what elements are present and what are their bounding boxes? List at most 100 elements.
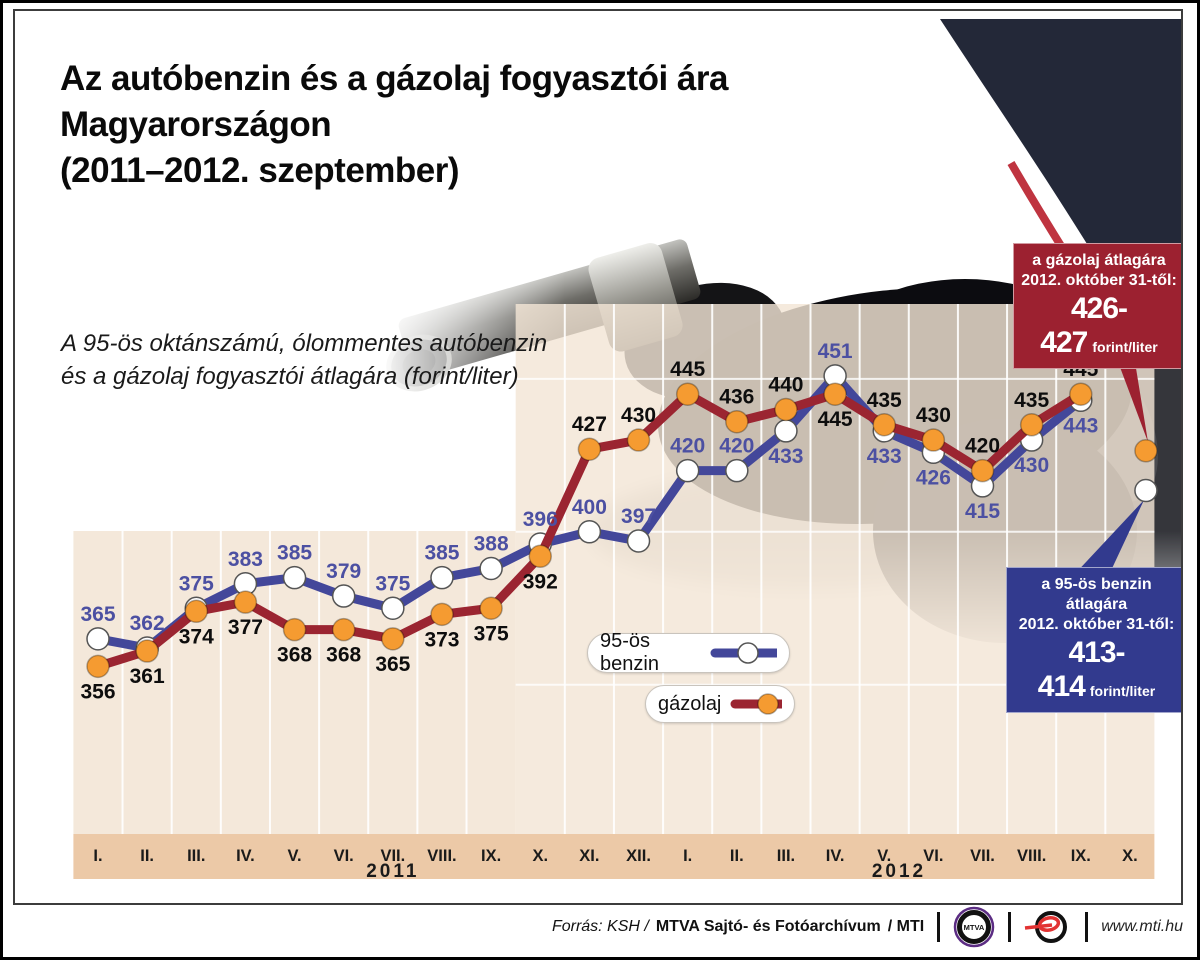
- value-label: 375: [474, 622, 509, 645]
- diesel-point: [1019, 413, 1044, 437]
- month-label: III.: [777, 847, 795, 865]
- benzin-callout-unit: forint/liter: [1089, 683, 1156, 699]
- title-line-2: Magyarországon: [60, 105, 332, 145]
- benzin-point: [381, 596, 405, 620]
- value-label: 430: [621, 404, 656, 427]
- benzin-point: [430, 565, 454, 590]
- benzin-line: [93, 371, 1086, 653]
- diesel-point: [282, 617, 307, 642]
- value-label: 373: [424, 628, 459, 651]
- value-label: 379: [326, 560, 361, 583]
- diesel-point: [872, 413, 896, 437]
- value-label: 420: [719, 435, 754, 458]
- value-label: 365: [375, 653, 410, 676]
- legend-item-diesel: gázolaj: [645, 685, 795, 723]
- month-label: X.: [1122, 847, 1138, 865]
- diesel-point: [528, 544, 553, 569]
- benzin-callout-pointer: [1072, 500, 1144, 577]
- diesel-point: [675, 382, 700, 406]
- benzin-callout-line1: a 95-ös benzin átlagára: [1041, 576, 1152, 613]
- month-label: VII.: [380, 847, 405, 865]
- page-title: Az autóbenzin és a gázolaj fogyasztói ár…: [60, 56, 728, 194]
- value-label: 375: [375, 572, 410, 595]
- value-label: 435: [1014, 389, 1049, 412]
- benzin-point: [725, 458, 749, 483]
- month-label: VIII.: [1017, 847, 1046, 865]
- benzin-point: [233, 572, 258, 596]
- diesel-callout-unit: forint/liter: [1092, 339, 1158, 355]
- x-axis-labels: I. II. III. IV. V. VI. VII. VIII. IX. X. XI. XII. I.…: [93, 847, 1137, 882]
- diesel-point: [626, 428, 651, 452]
- value-label: 400: [572, 496, 607, 519]
- diesel-point: [774, 397, 798, 422]
- benzin-point: [184, 596, 209, 620]
- chart-panel-2011: [73, 531, 516, 834]
- benzin-point: [970, 474, 995, 498]
- benzin-point: [577, 520, 602, 544]
- mti-logo: [1025, 911, 1068, 943]
- value-label: 365: [80, 603, 115, 626]
- value-label: 420: [965, 435, 1000, 458]
- value-label: 397: [621, 505, 656, 528]
- diesel-callout-line2: 2012. október 31-től:: [1021, 272, 1177, 289]
- value-label: 375: [179, 572, 214, 595]
- benzin-point: [528, 532, 553, 556]
- month-label: I.: [683, 847, 692, 865]
- legend-diesel-label: gázolaj: [658, 692, 722, 715]
- value-label: 451: [818, 340, 853, 363]
- diesel-line: [93, 389, 1086, 671]
- value-label: 396: [523, 508, 558, 531]
- chart-subtitle: A 95-ös oktánszámú, ólommentes autóbenzi…: [61, 327, 547, 393]
- benzin-point: [479, 556, 503, 581]
- month-label: XII.: [626, 847, 651, 865]
- sleeve: [940, 19, 1181, 438]
- value-label: 420: [670, 435, 705, 458]
- title-line-3: (2011–2012. szeptember): [60, 151, 460, 191]
- month-label: VII.: [970, 847, 995, 865]
- website-url: www.mti.hu: [1101, 918, 1183, 935]
- month-label: V.: [877, 847, 891, 865]
- value-label: 445: [670, 358, 705, 381]
- footer: Forrás: KSH / MTVA Sajtó- és Fotóarchívu…: [551, 906, 1183, 948]
- diesel-point: [430, 602, 454, 627]
- month-label: VI.: [923, 847, 943, 865]
- source-mti: / MTI: [887, 918, 925, 935]
- benzin-markers: [86, 364, 1093, 660]
- svg-text:MTVA: MTVA: [964, 923, 985, 932]
- benzin-point: [626, 529, 651, 553]
- month-label: X.: [532, 847, 548, 865]
- value-label: 368: [277, 644, 312, 667]
- benzin-point: [282, 565, 307, 590]
- source-label: Forrás: KSH /: [551, 918, 649, 935]
- legend-benzin-sample: [710, 642, 777, 664]
- diesel-point: [184, 599, 209, 624]
- month-label: IX.: [481, 847, 501, 865]
- value-label: 427: [572, 413, 607, 436]
- value-label: 436: [719, 386, 754, 409]
- value-label: 426: [916, 466, 951, 489]
- year-label: 2011: [366, 861, 419, 882]
- diesel-callout: a gázolaj átlagára 2012. október 31-től:…: [1013, 243, 1181, 369]
- benzin-point: [135, 636, 159, 660]
- value-label: 388: [474, 532, 509, 555]
- diesel-point: [135, 639, 159, 663]
- month-label: I.: [93, 847, 102, 865]
- value-label: 435: [867, 389, 902, 412]
- x-axis-strip: [73, 834, 1155, 879]
- month-label: III.: [187, 847, 205, 865]
- benzin-callout-line2: 2012. október 31-től:: [1018, 616, 1175, 633]
- benzin-final-point: [1134, 478, 1158, 503]
- footer-separator: [1085, 912, 1089, 942]
- value-label: 385: [424, 542, 459, 565]
- month-label: II.: [730, 847, 744, 865]
- value-label: 430: [916, 404, 951, 427]
- subtitle-line-1: A 95-ös oktánszámú, ólommentes autóbenzi…: [61, 330, 548, 357]
- diesel-callout-line1: a gázolaj átlagára: [1032, 252, 1166, 269]
- value-label: 415: [965, 500, 1000, 523]
- value-label: 445: [818, 408, 853, 431]
- title-line-1: Az autóbenzin és a gázolaj fogyasztói ár…: [60, 59, 728, 99]
- benzin-point: [86, 627, 110, 651]
- legend-item-benzin: 95-ös benzin: [587, 630, 790, 675]
- month-label: IV.: [236, 847, 255, 865]
